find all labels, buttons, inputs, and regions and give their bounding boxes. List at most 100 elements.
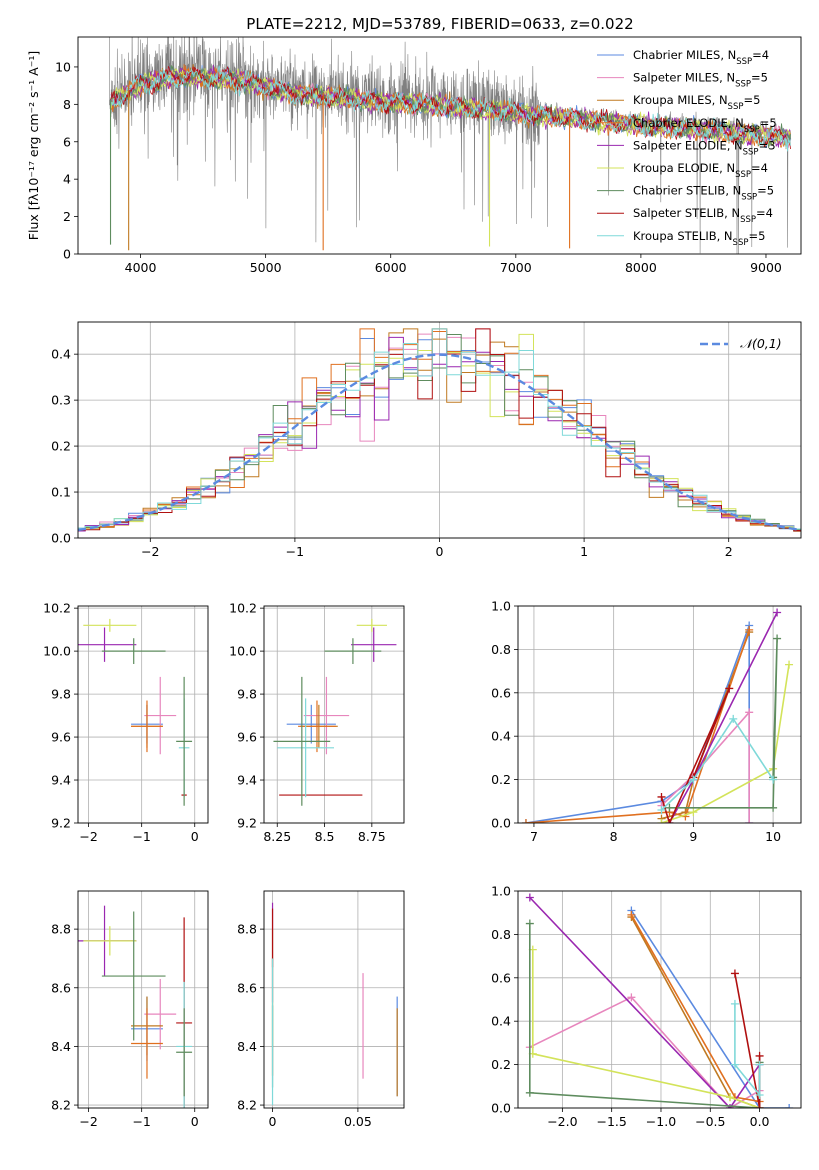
x-tick-label: 9000 — [750, 260, 782, 275]
x-tick-label: 0.05 — [344, 1114, 372, 1129]
y-tick-label: 0.2 — [491, 772, 511, 787]
mass-weight-line — [532, 949, 760, 1108]
x-tick-label: −2 — [141, 544, 159, 559]
legend-entry: Salpeter STELIB, NSSP=4 — [633, 206, 773, 225]
x-tick-label: −2 — [79, 829, 97, 844]
x-tick-label: −1.0 — [646, 1114, 676, 1129]
y-tick-label: 0.4 — [491, 729, 511, 744]
x-tick-label: 0 — [191, 829, 199, 844]
x-tick-label: 0 — [269, 1114, 277, 1129]
x-tick-label: 8.75 — [358, 829, 386, 844]
legend-entry: Salpeter MILES, NSSP=5 — [633, 71, 768, 90]
mass-weight-marker — [769, 775, 778, 784]
mass-weight-marker — [525, 893, 534, 902]
mass-weight-marker — [730, 969, 739, 978]
y-tick-label: 0.4 — [51, 347, 71, 362]
mass-weight-marker — [725, 684, 734, 693]
mass-weight-marker — [521, 819, 530, 823]
axes-frame — [77, 36, 802, 255]
y-tick-label: 1.0 — [491, 599, 511, 614]
y-tick-label: 0.6 — [491, 685, 511, 700]
residual-histogram — [78, 334, 801, 531]
x-tick-label: −1 — [132, 829, 150, 844]
mass-weight-marker — [755, 1060, 764, 1069]
x-tick-label: −1 — [132, 1114, 150, 1129]
mass-weight-marker — [657, 805, 666, 814]
y-tick-label: 0 — [63, 247, 71, 262]
legend-entry: 𝒩(0,1) — [740, 336, 782, 351]
x-tick-label: 10 — [765, 829, 781, 844]
x-tick-label: 8 — [610, 829, 618, 844]
y-tick-label: 2 — [63, 209, 71, 224]
legend-entry: Kroupa STELIB, NSSP=5 — [633, 229, 765, 248]
y-tick-label: 0.1 — [51, 485, 71, 500]
grid-lines — [518, 605, 801, 824]
mass-weight-marker — [773, 608, 782, 617]
y-tick-label: 10.0 — [43, 644, 71, 659]
axes-frame — [263, 890, 405, 1109]
grid-lines — [518, 890, 801, 1109]
legend-entry: Chabrier MILES, NSSP=4 — [633, 48, 769, 67]
grid-lines — [78, 606, 208, 824]
y-tick-label: 8.8 — [237, 922, 257, 937]
x-tick-label: 8000 — [625, 260, 657, 275]
grid-lines — [264, 606, 404, 824]
mass-weight-marker — [769, 803, 778, 812]
x-tick-label: 9 — [689, 829, 697, 844]
mass-weight-line — [668, 612, 778, 823]
y-tick-label: 0.8 — [491, 927, 511, 942]
mass-vs-ebv-panel: 0 0.05 8.2 8.4 8.6 8.8 — [237, 890, 405, 1129]
legend: Chabrier MILES, NSSP=4 Salpeter MILES, NS… — [597, 48, 777, 248]
y-tick-label: 0.4 — [491, 1014, 511, 1029]
y-tick-label: 6 — [63, 134, 71, 149]
mass-weight-marker — [689, 775, 698, 784]
x-tick-label: −2.0 — [547, 1114, 577, 1129]
mass-weight-marker — [745, 708, 754, 717]
mass-weight-marker — [745, 625, 754, 634]
y-tick-label: 9.2 — [237, 816, 257, 831]
x-tick-label: 7000 — [500, 260, 532, 275]
y-tick-label: 0.3 — [51, 393, 71, 408]
x-tick-label: 1 — [580, 544, 588, 559]
mass-weight-line — [525, 629, 750, 823]
spectrum-panel: 4000 5000 6000 7000 8000 9000 0 2 4 6 8 10 Flux [fλ1… — [26, 36, 802, 275]
y-tick-label: 4 — [63, 172, 71, 187]
y-tick-label: 0.2 — [51, 439, 71, 454]
residual-histogram — [78, 328, 801, 530]
mass-weight-line — [660, 717, 774, 811]
mass-weight-marker — [755, 1090, 764, 1099]
mass-weight-line — [660, 688, 731, 823]
x-tick-label: 0.0 — [750, 1114, 770, 1129]
y-tick-label: 0.0 — [51, 531, 71, 546]
y-tick-label: 8.4 — [237, 1039, 257, 1054]
y-tick-label: 8 — [63, 97, 71, 112]
mass-weight-line — [630, 910, 790, 1108]
mass-weight-marker — [627, 910, 636, 919]
x-tick-label: −0.5 — [695, 1114, 725, 1129]
legend-entry: Chabrier ELODIE, NSSP=5 — [633, 116, 777, 135]
mass-weight-marker — [525, 919, 534, 928]
residual-histogram — [78, 328, 801, 532]
y-tick-label: 0.0 — [491, 1101, 511, 1116]
axes-frame — [77, 321, 802, 539]
x-tick-label: 7 — [530, 829, 538, 844]
y-tick-label: 9.8 — [237, 687, 257, 702]
mass-weight-marker — [665, 803, 674, 812]
x-tick-label: 6000 — [375, 260, 407, 275]
x-tick-label: 2 — [725, 544, 733, 559]
residual-histogram — [78, 328, 801, 531]
axes-frame — [77, 605, 209, 824]
mass-weight-line — [669, 638, 778, 809]
mass-weight-marker — [726, 1093, 735, 1102]
massweight-vs-metallicity-panel: −2.0 −1.5 −1.0 −0.5 0.0 0.0 0.2 0.4 0.6 0.8 1.0 — [491, 884, 802, 1129]
y-tick-label: 8.8 — [51, 922, 71, 937]
y-tick-label: 8.6 — [51, 980, 71, 995]
grid-lines — [78, 891, 208, 1108]
y-tick-label: 8.4 — [51, 1039, 71, 1054]
age-vs-mass-panel: 8.25 8.5 8.75 9.2 9.4 9.6 9.8 10.0 10.2 — [229, 601, 405, 844]
y-tick-label: 10.0 — [229, 644, 257, 659]
axes-frame — [517, 605, 802, 824]
legend-entry: Kroupa MILES, NSSP=5 — [633, 93, 760, 112]
y-tick-label: 10.2 — [43, 601, 71, 616]
